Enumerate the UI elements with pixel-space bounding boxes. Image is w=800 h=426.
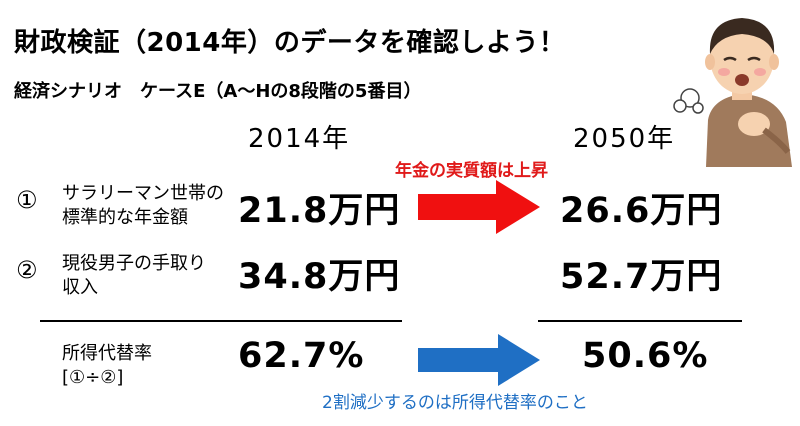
- red-arrow-icon: [418, 180, 540, 234]
- pension-2014-value: 21.8万円: [238, 191, 401, 231]
- year-2014-label: 2014年: [248, 124, 351, 154]
- row-label-ratio: 所得代替率 [①÷②]: [62, 342, 152, 390]
- row-label-pension-line1: サラリーマン世帯の: [62, 183, 224, 204]
- ratio-2014-value: 62.7%: [238, 336, 365, 376]
- divider-left: [40, 320, 402, 322]
- row-label-pension: サラリーマン世帯の 標準的な年金額: [62, 182, 224, 230]
- ratio-2050-value: 50.6%: [582, 336, 709, 376]
- divider-right: [538, 320, 742, 322]
- pension-2050-value: 26.6万円: [560, 191, 723, 231]
- scenario-subtitle: 経済シナリオ ケースE（A～Hの8段階の5番目）: [14, 81, 422, 102]
- row-label-income-line1: 現役男子の手取り: [62, 253, 206, 274]
- income-2050-value: 52.7万円: [560, 257, 723, 297]
- year-2050-label: 2050年: [573, 124, 676, 154]
- ratio-drop-note: 2割減少するのは所得代替率のこと: [322, 393, 588, 413]
- income-2014-value: 34.8万円: [238, 257, 401, 297]
- pension-rise-note: 年金の実質額は上昇: [395, 161, 548, 181]
- blue-arrow-icon: [418, 334, 540, 386]
- sick-man-illustration-icon: [673, 18, 792, 167]
- page-title: 財政検証（2014年）のデータを確認しよう！: [14, 28, 566, 58]
- row-number-1: ①: [16, 186, 38, 214]
- row-label-ratio-line2: [①÷②]: [62, 367, 124, 388]
- row-label-ratio-line1: 所得代替率: [62, 343, 152, 364]
- row-label-pension-line2: 標準的な年金額: [62, 207, 188, 228]
- row-number-2: ②: [16, 256, 38, 284]
- row-label-income: 現役男子の手取り 収入: [62, 252, 206, 300]
- row-label-income-line2: 収入: [62, 277, 98, 298]
